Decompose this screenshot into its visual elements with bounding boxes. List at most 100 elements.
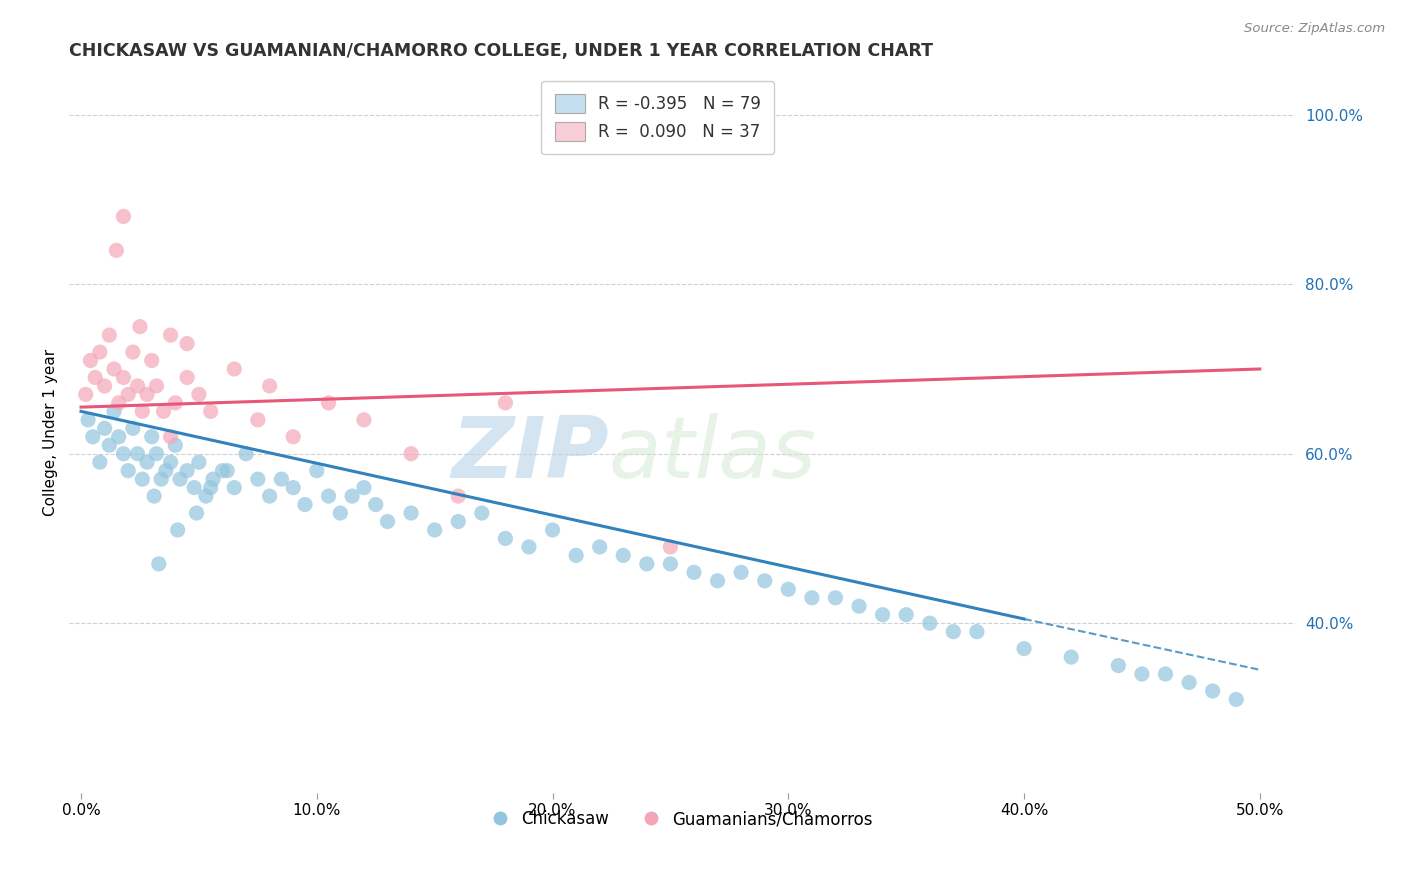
Point [706, 574, 728, 588]
Point [145, 447, 167, 461]
Point [447, 515, 470, 529]
Point [200, 481, 222, 495]
Point [84, 370, 107, 384]
Point [194, 489, 217, 503]
Point [318, 396, 340, 410]
Point [217, 464, 239, 478]
Point [159, 430, 181, 444]
Point [872, 607, 894, 622]
Point [399, 447, 422, 461]
Point [259, 489, 281, 503]
Point [1012, 641, 1035, 656]
Point [127, 447, 149, 461]
Point [754, 574, 776, 588]
Point [136, 455, 159, 469]
Text: Source: ZipAtlas.com: Source: ZipAtlas.com [1244, 22, 1385, 36]
Point [112, 370, 135, 384]
Point [176, 464, 198, 478]
Point [1154, 667, 1177, 681]
Point [224, 362, 246, 376]
Point [565, 549, 588, 563]
Point [683, 566, 706, 580]
Point [340, 489, 363, 503]
Point [541, 523, 564, 537]
Point [122, 421, 145, 435]
Point [270, 472, 292, 486]
Point [107, 396, 129, 410]
Point [800, 591, 823, 605]
Point [211, 464, 233, 478]
Point [1178, 675, 1201, 690]
Point [848, 599, 870, 614]
Point [200, 404, 222, 418]
Point [159, 455, 181, 469]
Point [235, 447, 257, 461]
Point [494, 396, 516, 410]
Point [98, 438, 121, 452]
Point [283, 430, 305, 444]
Point [399, 506, 422, 520]
Point [131, 472, 153, 486]
Point [89, 345, 111, 359]
Point [176, 370, 198, 384]
Point [353, 413, 375, 427]
Point [129, 319, 152, 334]
Point [246, 472, 269, 486]
Point [1060, 650, 1083, 665]
Point [294, 498, 316, 512]
Point [824, 591, 846, 605]
Point [117, 464, 139, 478]
Point [169, 472, 191, 486]
Point [329, 506, 352, 520]
Point [122, 345, 145, 359]
Point [103, 362, 125, 376]
Y-axis label: College, Under 1 year: College, Under 1 year [44, 349, 58, 516]
Point [93, 379, 115, 393]
Point [105, 244, 128, 258]
Point [894, 607, 917, 622]
Text: CHICKASAW VS GUAMANIAN/CHAMORRO COLLEGE, UNDER 1 YEAR CORRELATION CHART: CHICKASAW VS GUAMANIAN/CHAMORRO COLLEGE,… [69, 42, 934, 60]
Point [517, 540, 540, 554]
Point [89, 455, 111, 469]
Point [165, 396, 187, 410]
Point [103, 404, 125, 418]
Point [183, 481, 205, 495]
Point [659, 540, 682, 554]
Point [159, 328, 181, 343]
Point [75, 387, 97, 401]
Point [82, 430, 104, 444]
Point [107, 430, 129, 444]
Point [918, 616, 941, 631]
Point [186, 506, 208, 520]
Point [447, 489, 470, 503]
Point [148, 557, 170, 571]
Point [364, 498, 387, 512]
Point [93, 421, 115, 435]
Point [730, 566, 752, 580]
Point [166, 523, 188, 537]
Point [589, 540, 612, 554]
Point [636, 557, 658, 571]
Point [353, 481, 375, 495]
Point [1225, 692, 1247, 706]
Point [176, 336, 198, 351]
Point [283, 481, 305, 495]
Point [942, 624, 965, 639]
Point [259, 379, 281, 393]
Point [377, 515, 399, 529]
Point [145, 379, 167, 393]
Point [423, 523, 446, 537]
Point [246, 413, 269, 427]
Point [131, 404, 153, 418]
Point [136, 387, 159, 401]
Point [98, 328, 121, 343]
Point [305, 464, 328, 478]
Point [112, 210, 135, 224]
Point [117, 387, 139, 401]
Point [187, 387, 209, 401]
Point [471, 506, 494, 520]
Point [152, 404, 174, 418]
Point [1201, 684, 1223, 698]
Point [77, 413, 100, 427]
Point [127, 379, 149, 393]
